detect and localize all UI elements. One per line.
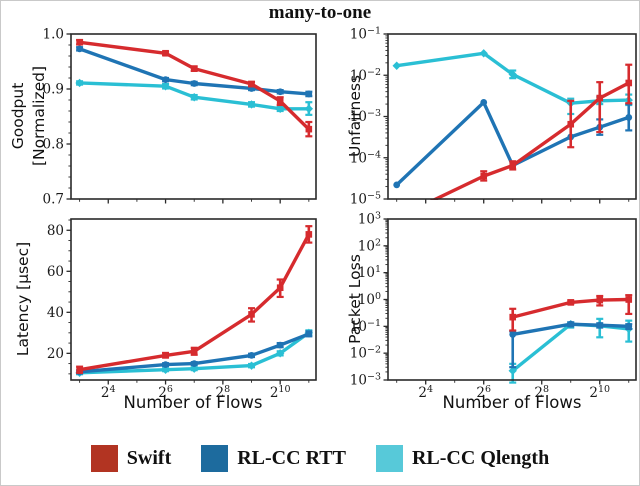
svg-text:24: 24 — [418, 384, 433, 401]
legend-item-swift: Swift — [90, 445, 172, 472]
swift-legend-label: Swift — [126, 447, 172, 469]
rlcc-rtt-legend-label: RL-CC RTT — [237, 447, 346, 469]
svg-text:10−2: 10−2 — [350, 345, 381, 362]
unfairness-ylabel: Unfairness — [346, 75, 364, 157]
rlcc-qlength-legend-label: RL-CC Qlength — [411, 447, 550, 469]
legend: Swift RL-CC RTT RL-CC Qlength — [1, 445, 639, 472]
swift-color-swatch — [90, 445, 118, 472]
xlabel-left: Number of Flows — [124, 393, 263, 412]
svg-text:210: 210 — [589, 384, 610, 401]
figure-title: many-to-one — [268, 2, 372, 23]
svg-text:10−1: 10−1 — [350, 26, 381, 43]
svg-text:0.8: 0.8 — [43, 137, 64, 153]
svg-text:40: 40 — [47, 305, 64, 321]
rlcc-qlength-color-swatch — [375, 445, 403, 472]
svg-text:210: 210 — [270, 384, 291, 401]
plots-canvas: 1.00.90.80.7 10−110−210−310−410−5 24 26 28… — [9, 26, 637, 412]
legend-item-rlcc-rtt: RL-CC RTT — [201, 445, 346, 472]
svg-text:102: 102 — [358, 237, 381, 254]
svg-text:24: 24 — [101, 384, 116, 401]
svg-text:0.9: 0.9 — [43, 82, 64, 98]
svg-text:60: 60 — [47, 264, 64, 280]
svg-text:1.0: 1.0 — [43, 27, 64, 43]
goodput-plot: 1.0 0.9 0.8 0.7 — [43, 27, 317, 208]
legend-item-rlcc-qlength: RL-CC Qlength — [375, 445, 550, 472]
unfairness-plot: 10−110−210−310−410−5 — [350, 26, 637, 208]
svg-text:103: 103 — [358, 211, 381, 228]
svg-text:80: 80 — [47, 223, 64, 239]
packet-loss-ylabel: Packet Loss — [346, 254, 364, 344]
svg-text:20: 20 — [47, 346, 64, 362]
goodput-ylabel-line2: [Normalized] — [30, 66, 48, 166]
svg-text:0.7: 0.7 — [43, 192, 64, 208]
latency-ylabel: Latency [μsec] — [14, 242, 32, 356]
goodput-ylabel-line1: Goodput — [9, 83, 27, 150]
rlcc-rtt-color-swatch — [201, 445, 229, 472]
svg-text:10−5: 10−5 — [350, 191, 381, 208]
svg-text:10−3: 10−3 — [350, 372, 381, 389]
xlabel-right: Number of Flows — [443, 393, 582, 412]
